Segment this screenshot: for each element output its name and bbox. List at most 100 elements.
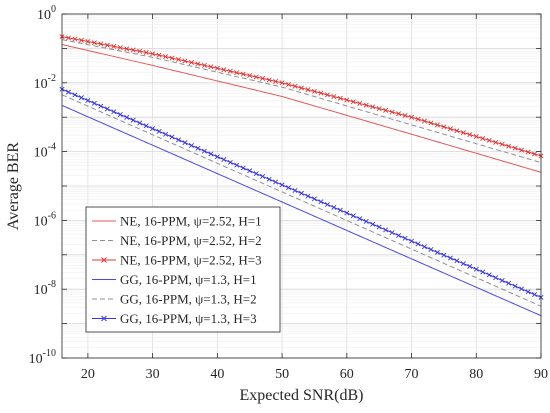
series-marker-3 [292, 83, 298, 89]
x-tick-label: 80 [469, 367, 483, 382]
series-marker-3 [512, 145, 518, 151]
series-marker-6 [454, 258, 460, 264]
series-marker-6 [409, 238, 415, 244]
series-marker-6 [175, 137, 182, 143]
series-marker-6 [512, 283, 518, 289]
series-marker-6 [324, 202, 330, 208]
series-marker-6 [499, 277, 505, 283]
series-marker-6 [473, 266, 479, 272]
series-marker-6 [428, 247, 434, 253]
series-marker-6 [441, 252, 447, 258]
series-marker-3 [98, 41, 104, 47]
series-marker-6 [370, 221, 376, 227]
series-marker-6 [402, 235, 408, 241]
series-marker-3 [143, 49, 149, 56]
series-marker-3 [318, 90, 324, 96]
y-tick-label: 10-4 [34, 142, 56, 161]
series-marker-6 [253, 171, 259, 177]
series-marker-6 [72, 92, 78, 98]
series-marker-6 [111, 109, 117, 115]
series-marker-3 [188, 59, 194, 65]
series-marker-6 [357, 216, 363, 222]
series-marker-6 [389, 230, 395, 236]
series-marker-6 [91, 100, 97, 106]
series-marker-6 [467, 263, 473, 269]
series-marker-6 [247, 168, 253, 174]
series-marker-6 [525, 289, 531, 295]
x-tick-label: 50 [275, 367, 289, 382]
series-marker-6 [214, 154, 220, 160]
series-marker-3 [480, 135, 486, 142]
series-marker-3 [506, 143, 512, 149]
series-marker-6 [208, 151, 214, 157]
series-marker-3 [175, 57, 182, 63]
x-tick-label: 90 [534, 367, 548, 382]
series-line-2 [61, 39, 542, 164]
series-marker-6 [279, 182, 285, 188]
series-marker-6 [227, 159, 233, 165]
x-axis-label: Expected SNR(dB) [240, 387, 364, 404]
series-marker-6 [519, 286, 525, 292]
series-marker-6 [169, 134, 175, 140]
series-line-1 [61, 43, 542, 173]
series-marker-3 [195, 61, 201, 67]
series-marker-6 [318, 199, 324, 205]
series-marker-3 [234, 70, 240, 76]
series-marker-3 [363, 102, 369, 108]
y-tick-label: 100 [37, 4, 56, 23]
series-marker-3 [357, 100, 363, 106]
legend-entry: GG, 16-PPM, ψ=1.3, H=3 [120, 311, 257, 326]
series-marker-6 [240, 165, 246, 171]
series-marker-3 [441, 124, 447, 130]
series-marker-3 [499, 141, 505, 147]
series-marker-6 [363, 218, 369, 224]
series-marker-6 [78, 95, 84, 101]
series-marker-3 [182, 58, 188, 64]
series-marker-6 [150, 126, 156, 132]
legend-entry: NE, 16-PPM, ψ=2.52, H=3 [120, 253, 262, 268]
series-marker-6 [156, 128, 162, 134]
series-marker-3 [486, 137, 492, 143]
series-marker-3 [91, 40, 97, 46]
series-marker-3 [421, 118, 428, 124]
series-marker-3 [493, 139, 499, 145]
series-marker-3 [376, 106, 382, 112]
series-marker-3 [78, 37, 84, 43]
series-marker-6 [234, 162, 240, 168]
series-marker-3 [383, 107, 389, 113]
series-marker-3 [389, 109, 395, 115]
series-marker-3 [227, 68, 233, 74]
series-marker-6 [532, 292, 538, 298]
series-marker-6 [188, 142, 194, 148]
series-marker-3 [214, 65, 220, 71]
series-marker-6 [337, 207, 343, 213]
series-marker-3 [434, 122, 440, 128]
series-marker-6 [506, 280, 512, 286]
series-marker-6 [480, 269, 486, 275]
series-marker-6 [486, 272, 492, 278]
series-marker-6 [493, 275, 499, 281]
series-marker-6 [130, 117, 136, 123]
series-marker-3 [350, 99, 356, 105]
series-marker-6 [65, 89, 71, 95]
series-marker-6 [331, 204, 337, 210]
series-layer [59, 34, 544, 317]
series-marker-3 [396, 111, 402, 117]
series-marker-6 [143, 123, 149, 129]
x-tick-label: 40 [210, 367, 224, 382]
y-tick-label: 10-2 [34, 73, 56, 92]
x-tick-label: 30 [146, 367, 160, 382]
series-marker-6 [344, 210, 350, 216]
ticks: 20 30 40 50 60 70 80 90 100 10-2 10-4 10-6 10-8 10-10 [29, 4, 548, 382]
y-tick-label: 10-8 [34, 279, 56, 298]
series-marker-3 [337, 95, 343, 101]
x-tick-label: 60 [340, 367, 354, 382]
series-marker-6 [298, 190, 305, 196]
series-marker-6 [415, 241, 421, 247]
series-marker-3 [519, 147, 525, 153]
x-tick-label: 20 [81, 367, 95, 382]
series-marker-3 [111, 43, 117, 49]
series-marker-3 [298, 85, 305, 91]
series-marker-3 [65, 35, 71, 41]
